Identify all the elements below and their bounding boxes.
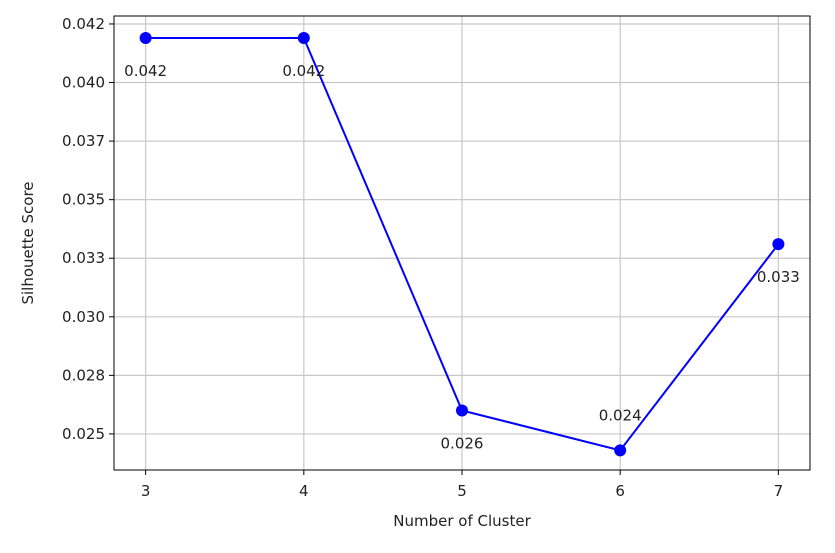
data-point xyxy=(456,404,468,417)
ticks: 3 4 5 6 7 0.025 0.028 0.030 0.033 0.035 0.037 0.040… xyxy=(62,15,783,500)
data-point xyxy=(297,32,310,45)
data-label: 0.033 xyxy=(757,268,800,286)
data-label: 0.042 xyxy=(282,62,325,80)
grid xyxy=(114,16,810,470)
data-point xyxy=(139,32,152,45)
x-axis-label: Number of Cluster xyxy=(393,512,531,530)
x-tick-label: 4 xyxy=(299,482,309,500)
data-label: 0.026 xyxy=(441,434,484,452)
y-tick-label: 0.040 xyxy=(62,74,105,92)
series xyxy=(139,32,785,457)
data-point xyxy=(772,238,785,251)
y-tick-label: 0.037 xyxy=(62,132,105,150)
y-axis-label: Silhouette Score xyxy=(19,181,37,304)
x-tick-label: 3 xyxy=(141,482,151,500)
data-label: 0.024 xyxy=(599,406,642,424)
x-tick-label: 7 xyxy=(774,482,784,500)
y-tick-label: 0.035 xyxy=(62,191,105,209)
y-tick-label: 0.030 xyxy=(62,308,105,326)
y-tick-label: 0.025 xyxy=(62,425,105,443)
y-tick-label: 0.033 xyxy=(62,249,105,267)
data-label: 0.042 xyxy=(124,62,167,80)
data-point xyxy=(614,444,627,457)
x-tick-label: 6 xyxy=(615,482,625,500)
y-tick-label: 0.042 xyxy=(62,15,105,33)
x-tick-label: 5 xyxy=(457,482,467,500)
y-tick-label: 0.028 xyxy=(62,366,105,384)
data-labels: 0.042 0.042 0.026 0.024 0.033 xyxy=(124,62,800,452)
